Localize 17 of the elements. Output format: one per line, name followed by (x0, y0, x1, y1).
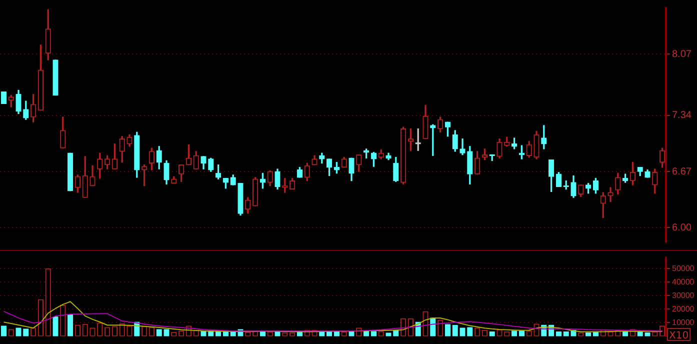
y-tick-label: 6.00 (672, 222, 692, 234)
y-tick-label: 7.34 (672, 110, 692, 122)
y-tick-label: 10000 (672, 318, 695, 327)
y-tick-label: 40000 (672, 277, 695, 286)
bar (467, 327, 473, 336)
text: X10 (669, 330, 689, 342)
y-tick-label: 6.67 (672, 166, 692, 178)
bar (452, 325, 458, 336)
y-tick-label: 8.07 (672, 48, 692, 60)
y-tick-label: 20000 (672, 304, 695, 314)
y-tick-label: 30000 (672, 290, 695, 300)
bar (52, 316, 58, 336)
y-tick-label: 50000 (672, 264, 695, 273)
bar (444, 324, 451, 336)
bar (67, 314, 74, 336)
bar (430, 318, 436, 336)
bar (0, 326, 7, 336)
